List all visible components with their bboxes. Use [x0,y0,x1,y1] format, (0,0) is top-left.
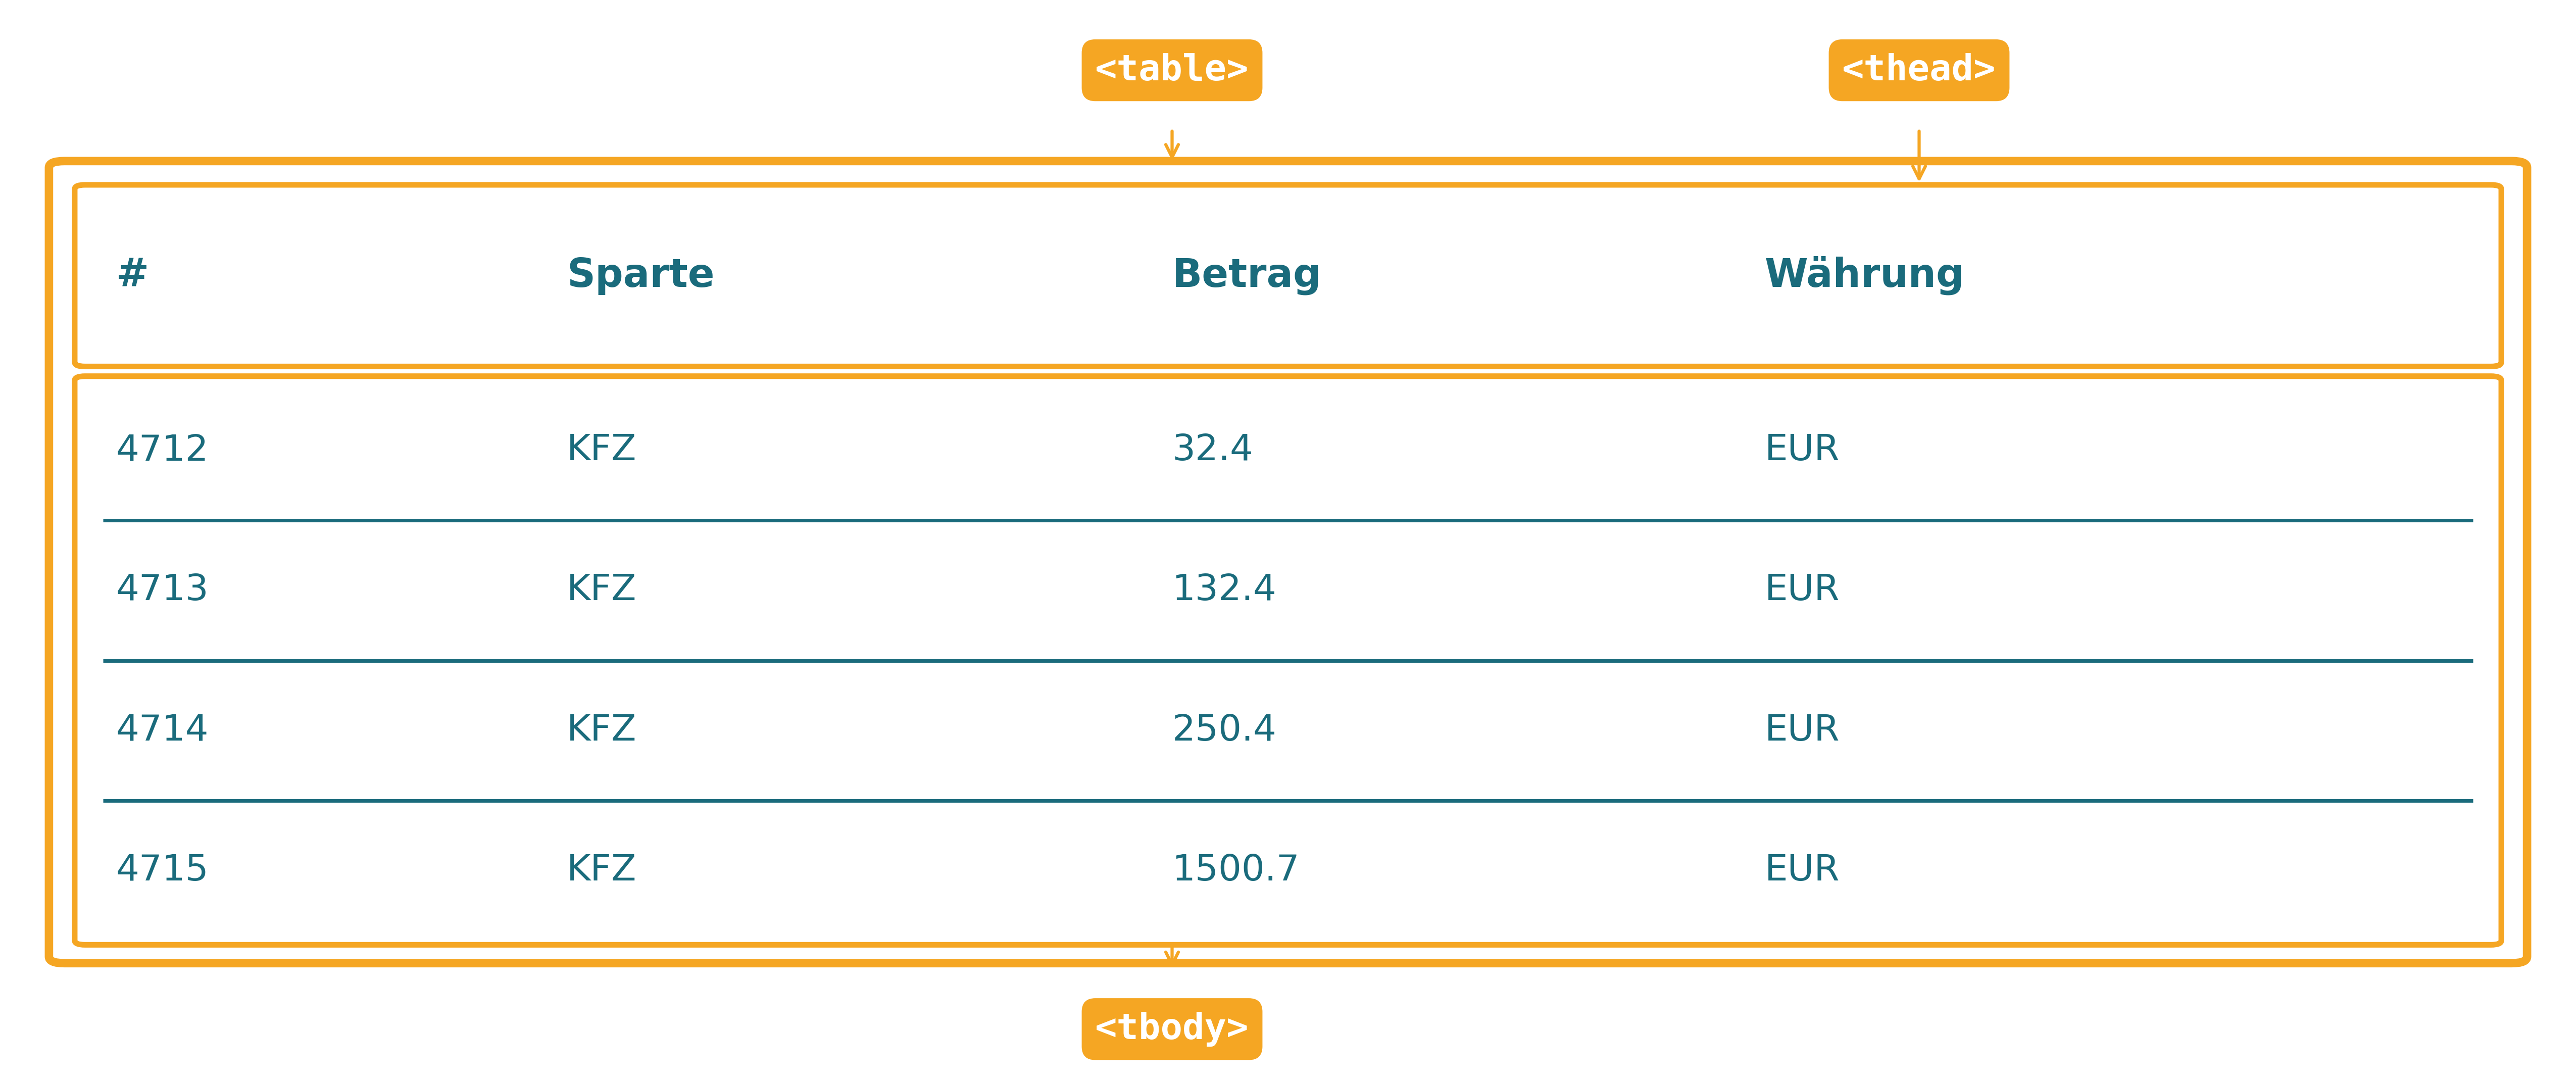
Text: <thead>: <thead> [1842,53,1996,88]
Text: KFZ: KFZ [567,853,636,888]
Text: 4713: 4713 [116,573,209,608]
Text: 4715: 4715 [116,853,209,888]
Text: KFZ: KFZ [567,573,636,608]
Text: 250.4: 250.4 [1172,713,1278,748]
Text: Währung: Währung [1765,256,1965,295]
Text: KFZ: KFZ [567,713,636,748]
Text: <table>: <table> [1095,53,1249,88]
Text: 32.4: 32.4 [1172,433,1255,468]
Text: EUR: EUR [1765,713,1839,748]
FancyBboxPatch shape [75,185,2501,366]
Text: <tbody>: <tbody> [1095,1012,1249,1046]
FancyBboxPatch shape [49,161,2527,963]
Text: EUR: EUR [1765,853,1839,888]
Text: 4712: 4712 [116,433,209,468]
Text: #: # [116,256,149,295]
FancyBboxPatch shape [75,376,2501,945]
Text: 4714: 4714 [116,713,209,748]
Text: Betrag: Betrag [1172,256,1321,295]
Text: 1500.7: 1500.7 [1172,853,1301,888]
Text: EUR: EUR [1765,433,1839,468]
Text: KFZ: KFZ [567,433,636,468]
Text: EUR: EUR [1765,573,1839,608]
Text: 132.4: 132.4 [1172,573,1278,608]
Text: Sparte: Sparte [567,256,714,295]
